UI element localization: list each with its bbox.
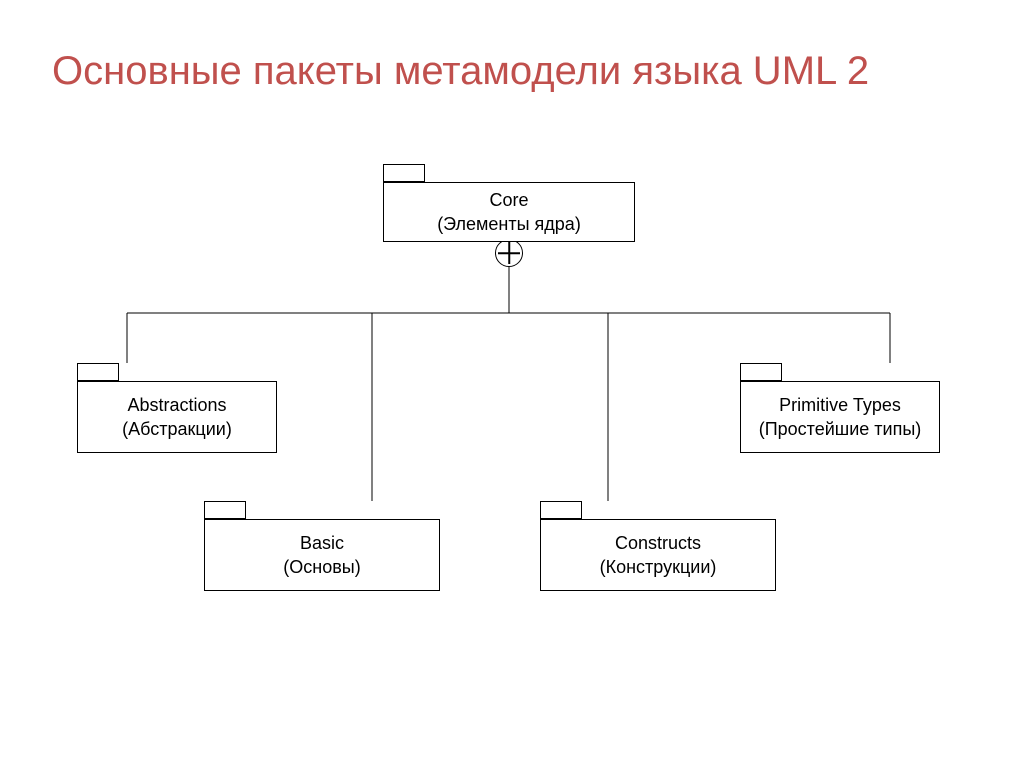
- package-label-line2: (Основы): [283, 555, 360, 579]
- package-core: Core (Элементы ядра): [383, 182, 635, 242]
- package-abstractions: Abstractions (Абстракции): [77, 381, 277, 453]
- package-body: Constructs (Конструкции): [540, 519, 776, 591]
- package-body: Core (Элементы ядра): [383, 182, 635, 242]
- package-label-line1: Abstractions: [127, 393, 226, 417]
- package-label-line2: (Простейшие типы): [759, 417, 922, 441]
- package-label-line1: Constructs: [615, 531, 701, 555]
- package-label-line1: Primitive Types: [779, 393, 901, 417]
- package-constructs: Constructs (Конструкции): [540, 519, 776, 591]
- package-tab: [383, 164, 425, 182]
- slide-title: Основные пакеты метамодели языка UML 2: [52, 48, 972, 94]
- package-primitive-types: Primitive Types (Простейшие типы): [740, 381, 940, 453]
- package-body: Basic (Основы): [204, 519, 440, 591]
- package-tab: [77, 363, 119, 381]
- package-body: Primitive Types (Простейшие типы): [740, 381, 940, 453]
- package-body: Abstractions (Абстракции): [77, 381, 277, 453]
- package-tab: [204, 501, 246, 519]
- package-label-line2: (Конструкции): [600, 555, 717, 579]
- package-label-line2: (Абстракции): [122, 417, 232, 441]
- package-label-line1: Core: [489, 188, 528, 212]
- containment-oplus-icon: [495, 239, 523, 267]
- package-label-line1: Basic: [300, 531, 344, 555]
- slide-stage: Основные пакеты метамодели языка UML 2 C…: [0, 0, 1024, 767]
- package-label-line2: (Элементы ядра): [437, 212, 581, 236]
- package-basic: Basic (Основы): [204, 519, 440, 591]
- package-tab: [740, 363, 782, 381]
- package-tab: [540, 501, 582, 519]
